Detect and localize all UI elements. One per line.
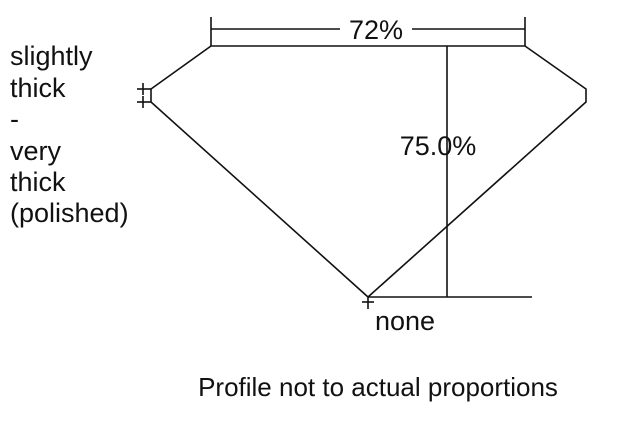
culet-label: none [375,306,435,336]
girdle-label-line: - [10,104,19,134]
depth-percent-label: 75.0% [400,131,477,161]
girdle-marker [137,83,151,108]
culet-marker [362,296,374,309]
girdle-label-line: very [10,136,62,166]
caption: Profile not to actual proportions [198,372,558,402]
table-percent-label: 72% [349,15,403,45]
girdle-label: slightly thick - very thick (polished) [10,41,129,228]
girdle-label-line: thick [10,167,66,197]
girdle-label-line: (polished) [10,198,129,228]
girdle-label-line: slightly [10,41,93,71]
girdle-label-line: thick [10,73,66,103]
gem-outline [150,45,587,299]
